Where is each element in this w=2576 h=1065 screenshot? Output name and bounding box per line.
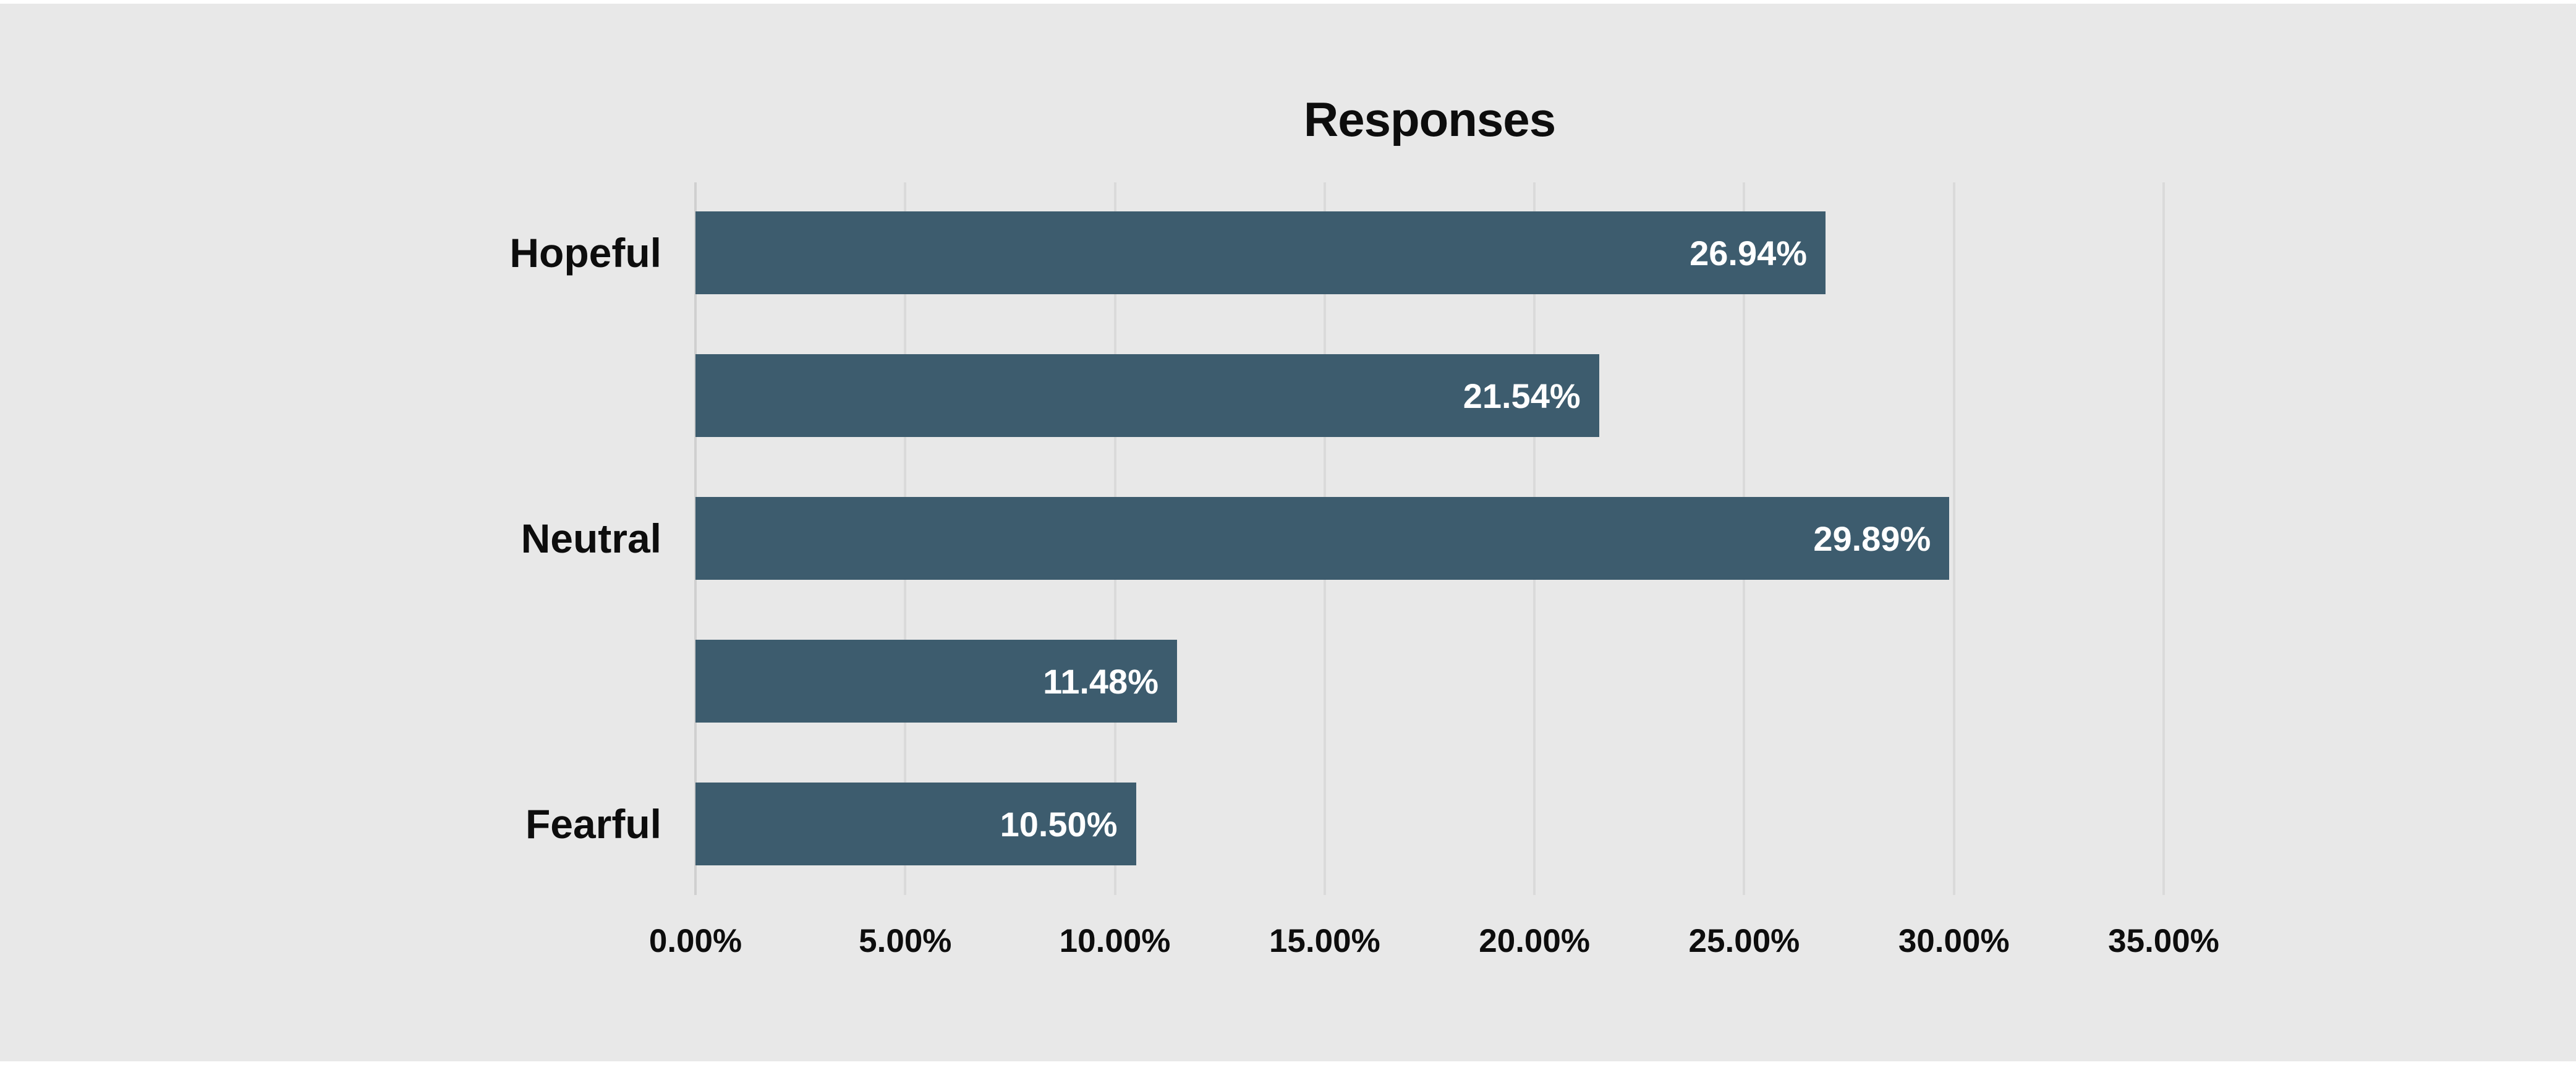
chart-title: Responses	[1303, 92, 1556, 146]
bar: 11.48%	[695, 640, 1177, 723]
x-tick-label: 5.00%	[859, 923, 952, 959]
plot-area: 26.94% 21.54% 29.89% 11.48% 10.50%	[694, 182, 2165, 895]
gridline	[1952, 182, 1955, 895]
top-border-strip	[0, 0, 2576, 4]
x-tick-label: 20.00%	[1479, 923, 1591, 959]
x-tick-label: 10.00%	[1059, 923, 1171, 959]
x-tick-label: 0.00%	[648, 923, 742, 959]
bottom-border-strip	[0, 1061, 2576, 1065]
bar-value-label: 11.48%	[1043, 661, 1158, 701]
bar-value-label: 21.54%	[1463, 376, 1581, 415]
category-label: Fearful	[525, 801, 661, 847]
category-label: Hopeful	[509, 230, 661, 276]
x-tick-label: 35.00%	[2108, 923, 2219, 959]
bar: 10.50%	[695, 783, 1136, 865]
bar-value-label: 29.89%	[1813, 519, 1931, 558]
bar: 26.94%	[695, 211, 1826, 294]
bar-value-label: 26.94%	[1690, 233, 1808, 273]
bar-value-label: 10.50%	[1000, 804, 1118, 844]
bar: 29.89%	[695, 497, 1950, 580]
bar: 21.54%	[695, 354, 1599, 437]
gridline	[2162, 182, 2165, 895]
x-tick-label: 30.00%	[1898, 923, 2010, 959]
x-tick-label: 15.00%	[1269, 923, 1380, 959]
category-label: Neutral	[521, 516, 661, 561]
x-tick-label: 25.00%	[1688, 923, 1800, 959]
